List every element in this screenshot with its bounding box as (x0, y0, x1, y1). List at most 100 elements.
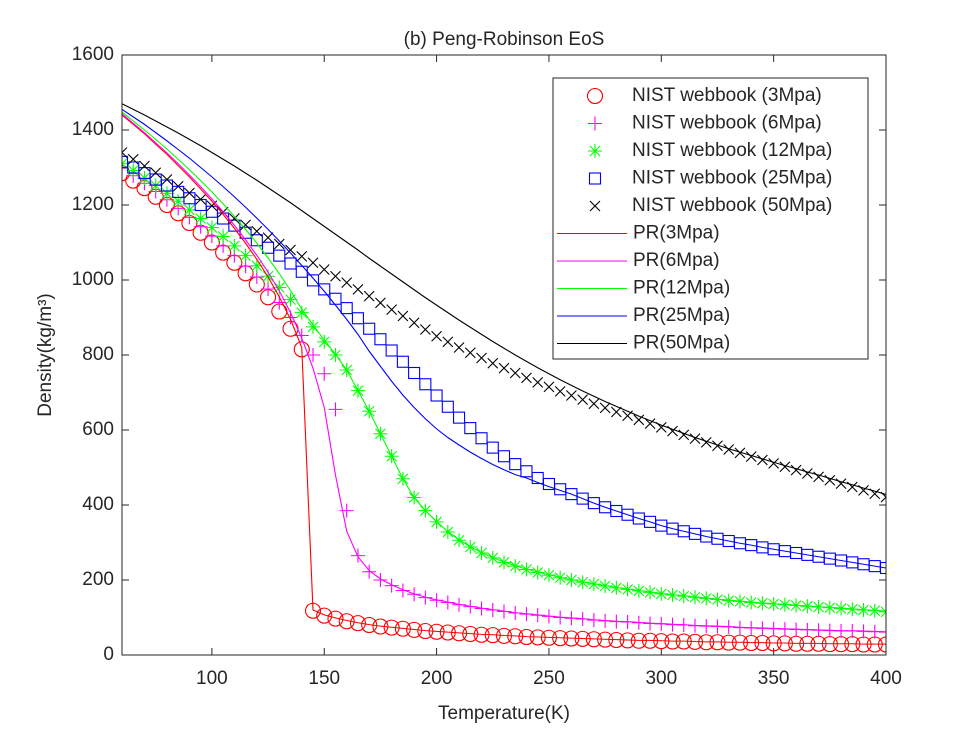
marker (251, 225, 263, 237)
marker (306, 319, 320, 334)
marker (161, 174, 173, 185)
y-axis-label: Density(kg/m³) (35, 293, 56, 417)
x-axis-label: Temperature(K) (438, 703, 570, 724)
marker (328, 402, 343, 417)
marker (779, 461, 791, 473)
marker (363, 290, 375, 302)
marker (419, 378, 432, 391)
marker (195, 193, 207, 205)
marker (509, 367, 521, 379)
marker (745, 451, 757, 463)
marker (283, 292, 298, 307)
plot-area (122, 103, 886, 653)
marker (137, 171, 152, 185)
marker (453, 411, 466, 424)
series-line (122, 113, 886, 633)
marker (610, 406, 622, 418)
x-tick-label: 400 (870, 668, 902, 689)
marker (250, 234, 263, 247)
legend-label: NIST webbook (3Mpa) (632, 85, 822, 106)
legend-box (552, 77, 869, 360)
marker (172, 180, 184, 192)
marker (139, 160, 150, 172)
x-tick-label: 100 (196, 668, 228, 689)
marker (352, 283, 364, 295)
legend-label: PR(3Mpa) (633, 223, 720, 244)
marker (272, 280, 287, 295)
marker (273, 249, 286, 262)
chart-title: (b) Peng-Robinson EoS (404, 29, 605, 50)
marker (338, 613, 355, 630)
marker (678, 429, 690, 441)
marker (408, 366, 421, 380)
marker (240, 219, 251, 231)
legend-label: PR(50Mpa) (633, 333, 730, 354)
marker (509, 458, 522, 471)
marker (316, 607, 333, 624)
marker (566, 390, 577, 401)
marker (464, 422, 477, 435)
legend-swatch (588, 144, 602, 158)
y-tick-label: 1600 (72, 44, 114, 65)
legend-label: NIST webbook (12Mpa) (632, 140, 832, 161)
marker (273, 238, 285, 250)
marker (317, 334, 332, 349)
legend-swatch (588, 116, 602, 131)
marker (296, 250, 308, 262)
marker (768, 457, 780, 469)
marker (395, 583, 410, 598)
marker (182, 202, 197, 217)
marker (361, 616, 378, 634)
y-tick-label: 1200 (72, 194, 114, 215)
marker (712, 440, 723, 452)
marker (285, 244, 296, 256)
marker (408, 317, 420, 329)
x-tick-label: 250 (533, 668, 565, 689)
series-line (122, 103, 886, 496)
marker (261, 282, 276, 296)
marker (532, 376, 544, 388)
marker (138, 167, 151, 180)
marker (384, 578, 399, 593)
marker (351, 312, 364, 325)
marker (227, 238, 242, 253)
marker (386, 304, 398, 316)
legend-label: PR(12Mpa) (633, 278, 730, 299)
marker (363, 322, 376, 335)
marker (216, 229, 231, 244)
marker (184, 187, 195, 199)
legend-label: NIST webbook (50Mpa) (632, 195, 832, 216)
marker (307, 257, 319, 269)
marker (588, 398, 600, 410)
series-line (122, 108, 886, 569)
marker (396, 355, 409, 368)
marker (362, 564, 377, 579)
legend-swatch (586, 87, 604, 105)
marker (249, 258, 264, 273)
x-tick-label: 150 (308, 668, 340, 689)
marker (159, 186, 174, 201)
legend-swatch (588, 172, 602, 185)
series-line (122, 114, 886, 645)
marker (340, 302, 353, 315)
marker (126, 163, 141, 178)
marker (498, 362, 510, 374)
marker (577, 394, 589, 406)
marker (373, 573, 388, 587)
y-tick-label: 600 (82, 419, 114, 440)
marker (262, 241, 275, 254)
marker (375, 297, 386, 309)
marker (453, 342, 465, 353)
marker (294, 305, 309, 320)
marker (330, 270, 341, 282)
marker (487, 357, 499, 369)
marker (431, 330, 442, 342)
x-tick-label: 350 (758, 668, 790, 689)
marker (318, 283, 331, 296)
legend-swatch (589, 200, 601, 212)
marker (486, 441, 499, 454)
legend-label: NIST webbook (6Mpa) (632, 113, 822, 134)
marker (430, 389, 443, 402)
marker (318, 264, 330, 275)
